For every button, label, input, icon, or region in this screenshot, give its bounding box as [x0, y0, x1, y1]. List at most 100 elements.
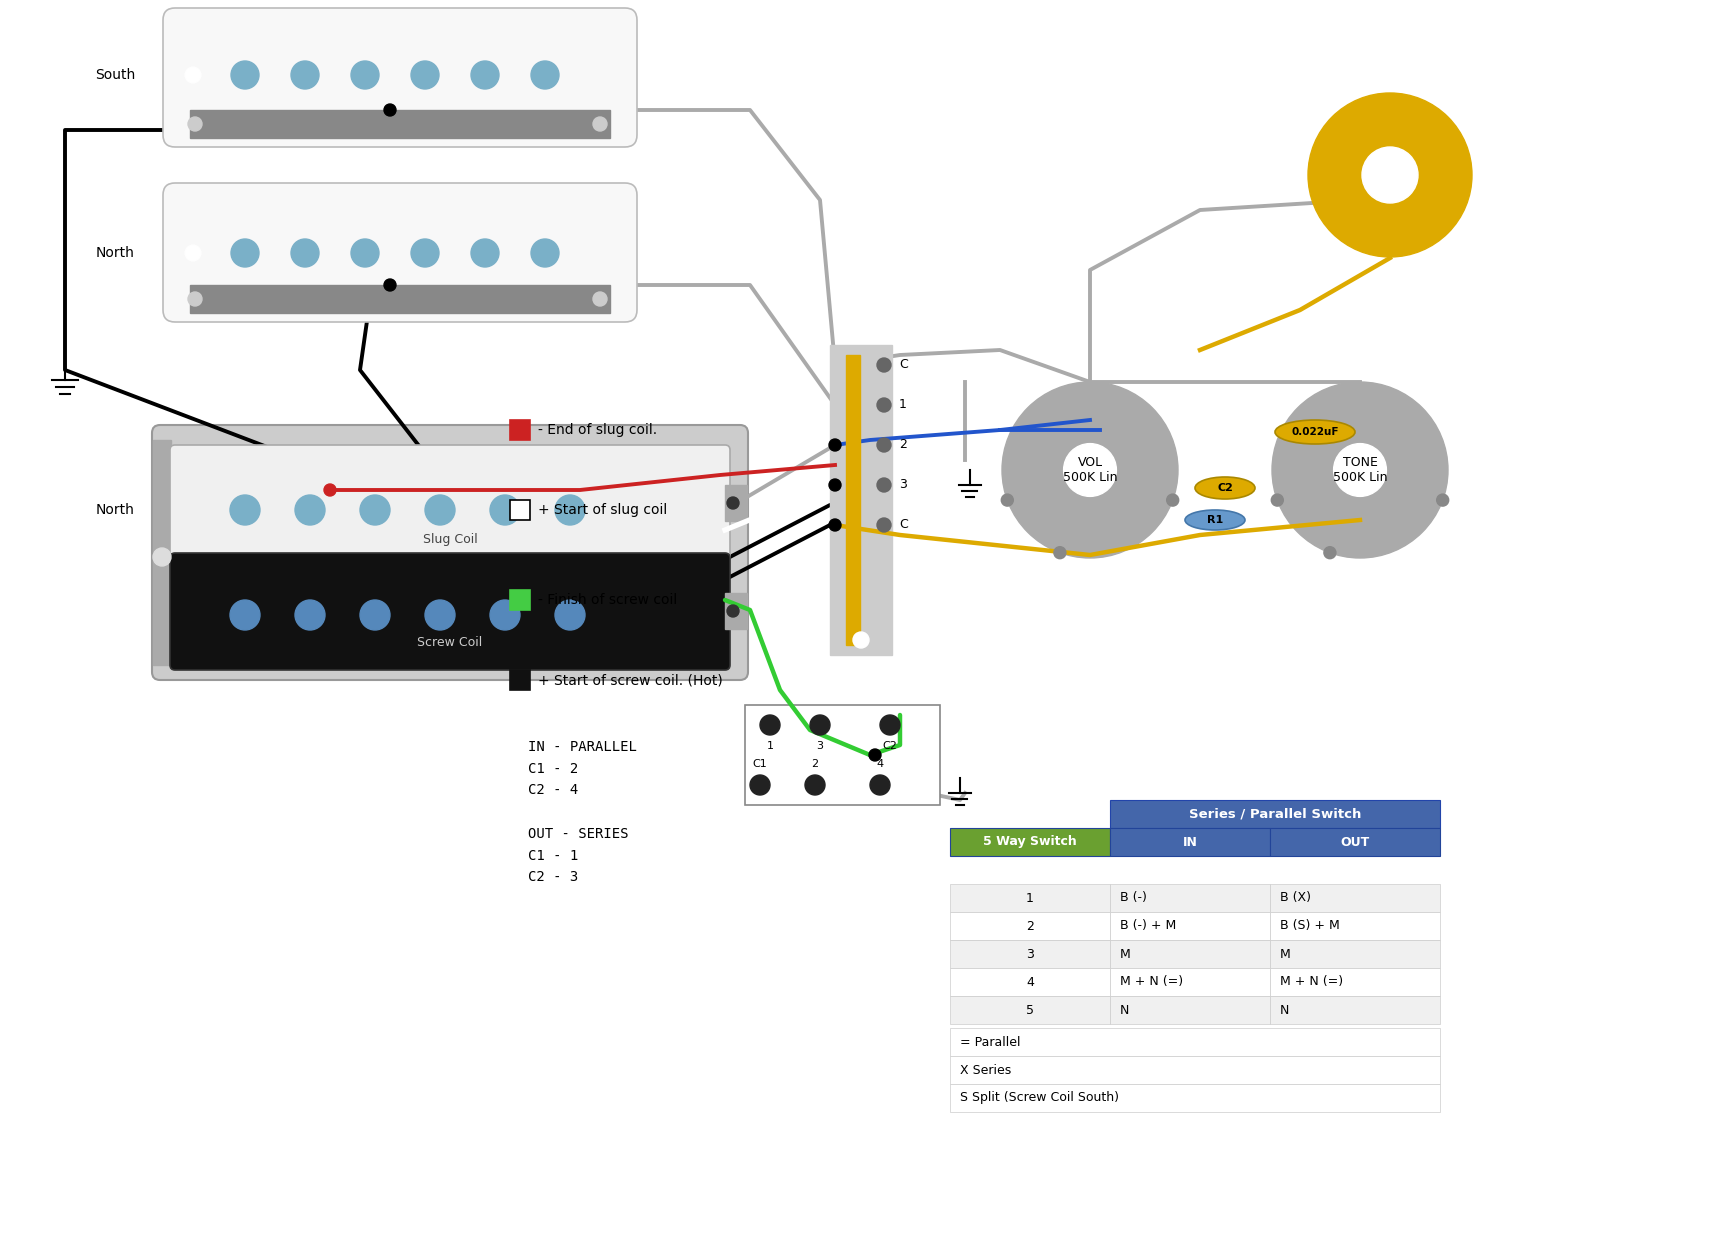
Text: 5 Way Switch: 5 Way Switch	[983, 835, 1077, 849]
Ellipse shape	[1275, 420, 1354, 444]
Circle shape	[1272, 494, 1284, 506]
Bar	[950, 940, 1109, 968]
Text: B (S) + M: B (S) + M	[1281, 919, 1340, 933]
Text: IN - PARALLEL
C1 - 2
C2 - 4

OUT - SERIES
C1 - 1
C2 - 3: IN - PARALLEL C1 - 2 C2 - 4 OUT - SERIES…	[527, 740, 637, 885]
Circle shape	[490, 496, 520, 525]
Text: 4: 4	[877, 760, 883, 769]
Text: TONE
500K Lin: TONE 500K Lin	[1332, 456, 1387, 484]
Text: B (X): B (X)	[1281, 892, 1311, 904]
Circle shape	[805, 776, 825, 795]
Circle shape	[1323, 546, 1335, 559]
Bar	[510, 420, 531, 440]
Circle shape	[877, 398, 890, 413]
Circle shape	[351, 239, 378, 266]
Bar	[1109, 968, 1270, 996]
Text: OUT: OUT	[1340, 835, 1370, 849]
Circle shape	[152, 548, 171, 566]
Circle shape	[411, 239, 438, 266]
Text: M + N (=): M + N (=)	[1281, 975, 1344, 989]
Text: 2: 2	[1025, 919, 1034, 933]
Bar	[510, 670, 531, 690]
Text: C: C	[899, 358, 907, 372]
Circle shape	[880, 715, 901, 735]
Text: B (-) + M: B (-) + M	[1120, 919, 1176, 933]
Bar	[1270, 912, 1440, 940]
Circle shape	[1166, 494, 1178, 506]
Circle shape	[760, 715, 781, 735]
Circle shape	[188, 292, 202, 306]
FancyBboxPatch shape	[163, 183, 637, 322]
Text: 5: 5	[1025, 1004, 1034, 1016]
Circle shape	[555, 496, 586, 525]
Circle shape	[383, 104, 395, 116]
Text: S Split (Screw Coil South): S Split (Screw Coil South)	[960, 1092, 1120, 1104]
Bar	[1109, 996, 1270, 1023]
Text: South: South	[94, 68, 135, 82]
Circle shape	[229, 600, 260, 629]
Bar	[950, 1028, 1440, 1056]
Circle shape	[728, 605, 740, 617]
Text: 2: 2	[899, 439, 907, 451]
Bar	[1109, 940, 1270, 968]
Bar	[950, 968, 1109, 996]
Text: C2: C2	[1217, 483, 1233, 493]
Text: N: N	[1281, 1004, 1289, 1016]
Circle shape	[531, 239, 560, 266]
Text: + Start of slug coil: + Start of slug coil	[538, 503, 668, 517]
Bar	[745, 705, 940, 805]
Circle shape	[531, 61, 560, 89]
Circle shape	[592, 116, 608, 131]
Text: VOL
500K Lin: VOL 500K Lin	[1063, 456, 1118, 484]
Circle shape	[829, 519, 841, 532]
Text: C: C	[899, 518, 907, 532]
Text: 4: 4	[1025, 975, 1034, 989]
Bar	[950, 883, 1109, 912]
Circle shape	[291, 239, 318, 266]
Text: 1: 1	[767, 741, 774, 751]
Circle shape	[411, 61, 438, 89]
Bar	[724, 593, 746, 629]
Circle shape	[810, 715, 830, 735]
Circle shape	[185, 67, 200, 83]
Text: M: M	[1281, 948, 1291, 960]
Text: 3: 3	[1025, 948, 1034, 960]
Text: 1: 1	[899, 399, 907, 411]
Circle shape	[1308, 93, 1472, 256]
Bar	[1270, 968, 1440, 996]
Ellipse shape	[1195, 477, 1255, 499]
Circle shape	[870, 776, 890, 795]
Text: M: M	[1120, 948, 1130, 960]
Text: South: South	[94, 608, 135, 622]
Text: Series / Parallel Switch: Series / Parallel Switch	[1188, 808, 1361, 820]
Bar	[1270, 883, 1440, 912]
Circle shape	[229, 496, 260, 525]
Bar	[1270, 828, 1440, 856]
Bar	[510, 590, 531, 610]
Text: 2: 2	[811, 760, 818, 769]
Bar	[724, 484, 746, 522]
Circle shape	[592, 292, 608, 306]
Bar	[152, 440, 171, 665]
Circle shape	[1363, 147, 1418, 203]
Circle shape	[1272, 382, 1448, 558]
Bar	[830, 344, 892, 655]
Circle shape	[294, 496, 325, 525]
Bar	[1109, 912, 1270, 940]
Circle shape	[1063, 444, 1116, 497]
Text: M + N (=): M + N (=)	[1120, 975, 1183, 989]
Circle shape	[555, 600, 586, 629]
Text: 3: 3	[817, 741, 823, 751]
Circle shape	[425, 600, 455, 629]
FancyBboxPatch shape	[169, 553, 729, 670]
Circle shape	[728, 497, 740, 509]
Bar	[1109, 883, 1270, 912]
Bar	[190, 110, 609, 138]
Bar	[1270, 940, 1440, 968]
Circle shape	[490, 600, 520, 629]
Bar	[950, 1056, 1440, 1084]
Text: 1: 1	[1025, 892, 1034, 904]
Bar	[1270, 996, 1440, 1023]
Circle shape	[471, 61, 498, 89]
Circle shape	[877, 478, 890, 492]
Bar	[950, 912, 1109, 940]
